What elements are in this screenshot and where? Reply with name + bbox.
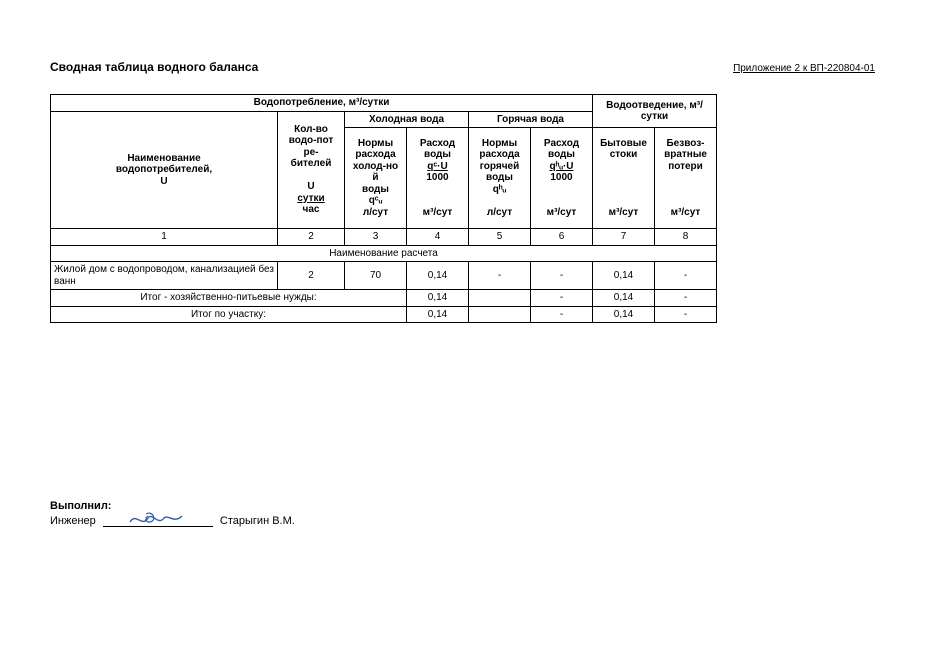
hdr-consumption: Водопотребление, м³/сутки (51, 95, 593, 112)
cell (469, 290, 531, 307)
h: Бытовые (600, 138, 647, 149)
h: холод-но (353, 161, 398, 172)
h: U (54, 176, 274, 188)
cn: 3 (345, 229, 407, 246)
h: Нормы (358, 138, 393, 149)
h: горячей (480, 161, 519, 172)
signature-block: Выполнил: Инженер Старыгин В.М. (50, 500, 295, 527)
hdr-col4: Расход воды qᶜ·U 1000 м³/сут (407, 128, 469, 229)
table-row: Итог по участку: 0,14 - 0,14 - (51, 306, 717, 323)
signature-line (103, 512, 213, 527)
cn: 1 (51, 229, 278, 246)
h: воды (548, 149, 575, 160)
hdr-col7: Бытовые стоки м³/сут (593, 128, 655, 229)
cell: - (655, 262, 717, 290)
h: водо-пот (289, 135, 334, 146)
h: воды (424, 149, 451, 160)
table-row: Жилой дом с водопроводом, канализацией б… (51, 262, 717, 290)
h: qʰᵤ·U (549, 161, 573, 172)
h: час (303, 204, 320, 215)
table-row: Итог - хозяйственно-питьевые нужды: 0,14… (51, 290, 717, 307)
cell: - (531, 262, 593, 290)
cell: - (531, 290, 593, 307)
h: вратные (664, 149, 707, 160)
role-label: Инженер (50, 515, 96, 527)
h: U (307, 181, 314, 192)
hdr-col1: Наименование водопотребителей, U (51, 111, 278, 229)
hdr-col8: Безвоз- вратные потери м³/сут (655, 128, 717, 229)
h: й (372, 172, 378, 183)
h: Расход (544, 138, 579, 149)
h: 1000 (426, 172, 448, 183)
h: водопотребителей, (54, 164, 274, 176)
cell: Итог - хозяйственно-питьевые нужды: (51, 290, 407, 307)
cn: 6 (531, 229, 593, 246)
h: Наименование (54, 153, 274, 165)
h: сутки (297, 193, 324, 204)
h: Безвоз- (666, 138, 704, 149)
hdr-cold: Холодная вода (345, 111, 469, 128)
h: потери (668, 161, 703, 172)
h: qᶜᵤ (369, 195, 383, 206)
hdr-col3: Нормы расхода холод-но й воды qᶜᵤ л/сут (345, 128, 407, 229)
h: л/сут (363, 207, 388, 218)
hdr-hot: Горячая вода (469, 111, 593, 128)
h: Нормы (482, 138, 517, 149)
hdr-col2: Кол-во водо-пот ре- бителей U сутки час (278, 111, 345, 229)
h: воды (486, 172, 513, 183)
h: м³/сут (423, 207, 453, 218)
cell: 0,14 (407, 306, 469, 323)
cn: 2 (278, 229, 345, 246)
h: бителей (291, 158, 332, 169)
h: расхода (479, 149, 519, 160)
cell: - (655, 290, 717, 307)
cn: 4 (407, 229, 469, 246)
cell: - (469, 262, 531, 290)
colnum-row: 1 2 3 4 5 6 7 8 (51, 229, 717, 246)
water-balance-table: Водопотребление, м³/сутки Водоотведение,… (50, 94, 717, 323)
h: ре- (304, 147, 319, 158)
h: л/сут (487, 207, 512, 218)
cell: - (655, 306, 717, 323)
cell: 0,14 (593, 290, 655, 307)
calc-title-row: Наименование расчета (51, 245, 717, 262)
hdr-col6: Расход воды qʰᵤ·U 1000 м³/сут (531, 128, 593, 229)
h: м³/сут (671, 207, 701, 218)
cell: 0,14 (593, 306, 655, 323)
cn: 7 (593, 229, 655, 246)
cn: 8 (655, 229, 717, 246)
cell: 0,14 (593, 262, 655, 290)
page-title: Сводная таблица водного баланса (50, 60, 258, 74)
cell: 2 (278, 262, 345, 290)
h: стоки (610, 149, 638, 160)
h: м³/сут (609, 207, 639, 218)
cn: 5 (469, 229, 531, 246)
cell: 0,14 (407, 290, 469, 307)
h: Расход (420, 138, 455, 149)
cell: Итог по участку: (51, 306, 407, 323)
h: расхода (355, 149, 395, 160)
cell (469, 306, 531, 323)
h: qʰᵤ (493, 184, 506, 195)
h: qᶜ·U (427, 161, 447, 172)
appendix-label: Приложение 2 к ВП-220804-01 (733, 63, 875, 74)
cell: 0,14 (407, 262, 469, 290)
signer-name: Старыгин В.М. (220, 515, 295, 527)
h: м³/сут (547, 207, 577, 218)
signature-scribble-icon (128, 510, 188, 528)
cell: 70 (345, 262, 407, 290)
cell: Жилой дом с водопроводом, канализацией б… (51, 262, 278, 290)
cell: - (531, 306, 593, 323)
hdr-col5: Нормы расхода горячей воды qʰᵤ л/сут (469, 128, 531, 229)
h: Кол-во (294, 124, 328, 135)
h: воды (362, 184, 389, 195)
hdr-drainage: Водоотведение, м³/сутки (593, 95, 717, 128)
h: 1000 (550, 172, 572, 183)
